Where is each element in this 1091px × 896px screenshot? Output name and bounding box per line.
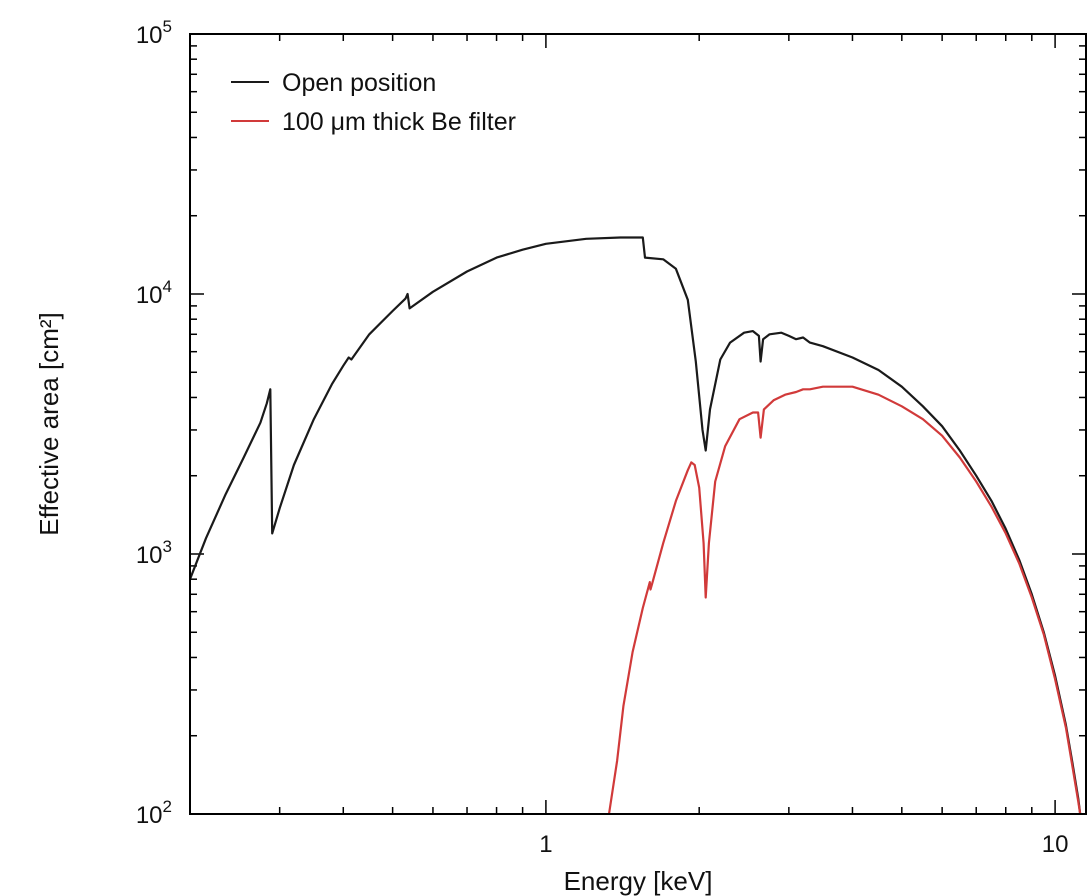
plot-frame [189, 33, 1087, 815]
series-lines [190, 236, 1082, 814]
axis-ticks [189, 34, 1086, 815]
y-tick-label: 104 [136, 277, 172, 309]
series-line-open-position [190, 236, 1082, 814]
y-tick-label: 103 [136, 537, 172, 569]
x-tick-label: 1 [539, 831, 552, 858]
legend-label-be-filter: 100 μm thick Be filter [282, 108, 516, 136]
x-axis-title: Energy [keV] [564, 866, 713, 896]
series-line-be-filter [607, 385, 1082, 814]
y-tick-label: 102 [136, 797, 172, 829]
y-axis-title: Effective area [cm²] [34, 312, 64, 536]
x-tick-label: 10 [1042, 831, 1069, 858]
legend-label-open-position: Open position [282, 69, 436, 97]
legend: Open position 100 μm thick Be filter [231, 69, 516, 136]
tick-labels: 1 10 102 103 104 105 [136, 17, 1069, 858]
y-tick-label: 105 [136, 17, 172, 49]
